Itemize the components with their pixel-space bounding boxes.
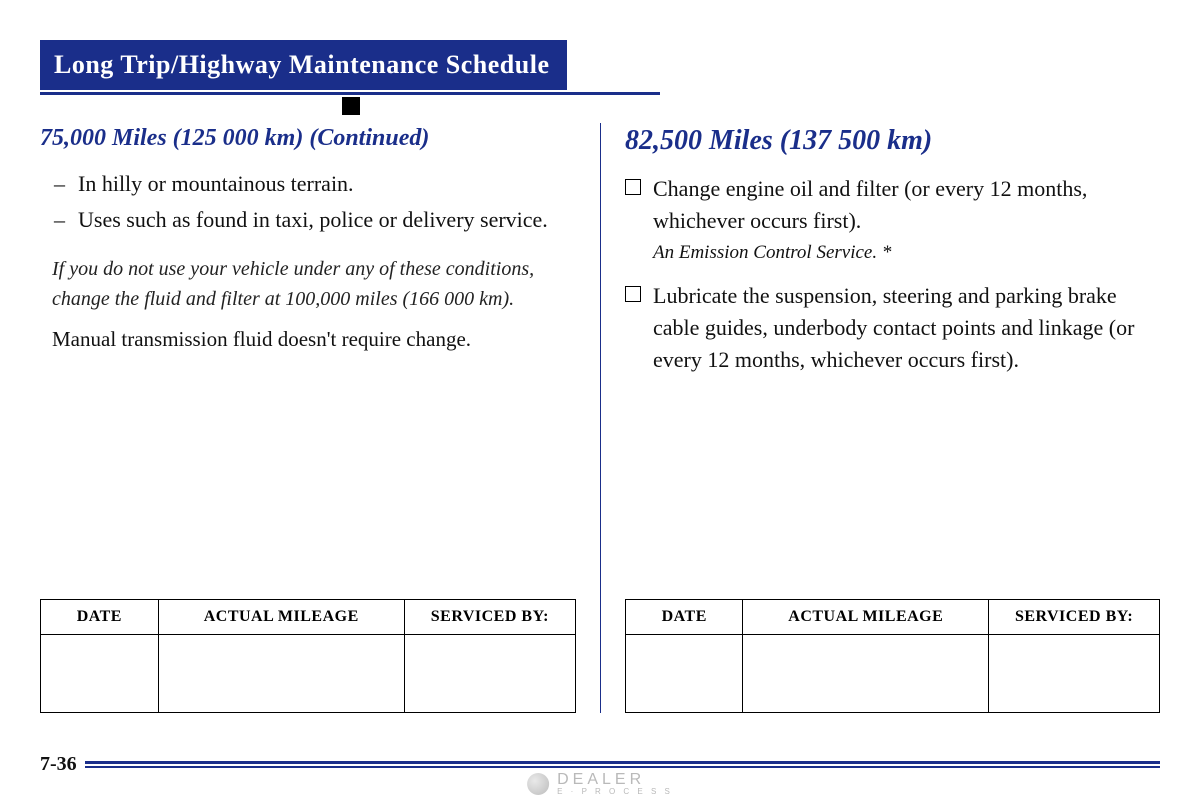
checklist-main: Lubricate the suspension, steering and p…: [653, 283, 1134, 372]
col-header-serviced: SERVICED BY:: [989, 600, 1160, 635]
table-header-row: DATE ACTUAL MILEAGE SERVICED BY:: [41, 600, 576, 635]
black-square-marker: [342, 97, 360, 115]
condition-list: In hilly or mountainous terrain. Uses su…: [40, 168, 576, 236]
watermark-text: DEALER E · P R O C E S S: [557, 771, 673, 796]
page-number: 7-36: [40, 753, 77, 776]
content-columns: 75,000 Miles (125 000 km) (Continued) In…: [40, 123, 1160, 713]
service-record-table-right: DATE ACTUAL MILEAGE SERVICED BY:: [625, 599, 1160, 713]
checklist-text: Lubricate the suspension, steering and p…: [653, 280, 1160, 376]
watermark-sub: E · P R O C E S S: [557, 787, 673, 796]
emission-note: An Emission Control Service. *: [653, 239, 1160, 267]
list-item: Uses such as found in taxi, police or de…: [78, 204, 576, 236]
col-header-mileage: ACTUAL MILEAGE: [158, 600, 404, 635]
service-record-table-left: DATE ACTUAL MILEAGE SERVICED BY:: [40, 599, 576, 713]
left-column: 75,000 Miles (125 000 km) (Continued) In…: [40, 123, 600, 713]
checkbox-icon: [625, 286, 641, 302]
checklist-main: Change engine oil and filter (or every 1…: [653, 176, 1087, 233]
checkbox-icon: [625, 179, 641, 195]
right-heading: 82,500 Miles (137 500 km): [625, 125, 1160, 157]
checklist-item: Change engine oil and filter (or every 1…: [625, 173, 1160, 266]
col-header-serviced: SERVICED BY:: [404, 600, 575, 635]
right-column: 82,500 Miles (137 500 km) Change engine …: [600, 123, 1160, 713]
title-block: Long Trip/Highway Maintenance Schedule: [40, 40, 1160, 115]
left-heading: 75,000 Miles (125 000 km) (Continued): [40, 125, 576, 152]
col-header-date: DATE: [626, 600, 743, 635]
table-row: [626, 635, 1160, 713]
manual-page: Long Trip/Highway Maintenance Schedule 7…: [0, 0, 1200, 806]
col-header-mileage: ACTUAL MILEAGE: [743, 600, 989, 635]
list-item: In hilly or mountainous terrain.: [78, 168, 576, 200]
body-note: Manual transmission fluid doesn't requir…: [52, 324, 576, 354]
table-header-row: DATE ACTUAL MILEAGE SERVICED BY:: [626, 600, 1160, 635]
table-row: [41, 635, 576, 713]
italic-note: If you do not use your vehicle under any…: [52, 254, 576, 314]
checklist-item: Lubricate the suspension, steering and p…: [625, 280, 1160, 376]
footer-rule: [85, 761, 1160, 768]
globe-icon: [527, 773, 549, 795]
title-underline: [40, 92, 660, 95]
col-header-date: DATE: [41, 600, 159, 635]
dealer-watermark: DEALER E · P R O C E S S: [527, 771, 673, 796]
checklist-text: Change engine oil and filter (or every 1…: [653, 173, 1160, 266]
watermark-brand: DEALER: [557, 771, 645, 788]
section-title: Long Trip/Highway Maintenance Schedule: [40, 40, 567, 90]
